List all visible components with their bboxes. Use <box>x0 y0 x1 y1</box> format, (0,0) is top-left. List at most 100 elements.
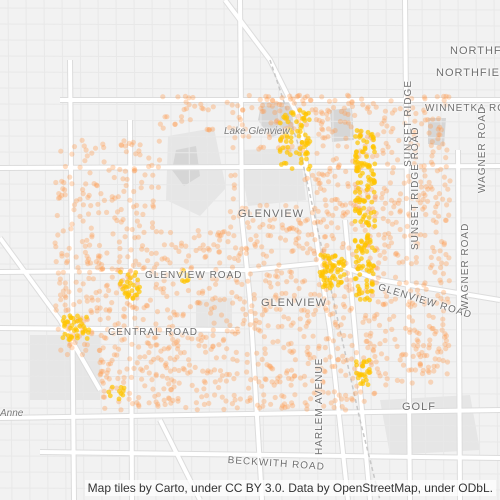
address-point <box>231 392 237 398</box>
address-point <box>284 368 290 374</box>
address-point <box>346 287 352 293</box>
address-point <box>97 288 103 294</box>
address-point <box>335 324 341 330</box>
address-point <box>364 106 370 112</box>
address-point <box>305 232 311 238</box>
address-point <box>97 372 103 378</box>
address-point <box>354 149 359 155</box>
address-point <box>180 313 186 319</box>
address-point <box>186 362 193 368</box>
address-point <box>422 232 428 238</box>
address-point <box>274 379 280 385</box>
address-point <box>366 370 372 376</box>
address-point <box>89 297 95 303</box>
address-point <box>397 209 403 215</box>
address-point <box>381 271 387 277</box>
address-point <box>132 167 138 173</box>
address-point <box>428 379 434 385</box>
address-point <box>89 232 95 238</box>
address-point <box>370 171 376 177</box>
address-point <box>273 119 279 125</box>
address-point <box>329 129 335 135</box>
address-point <box>305 151 310 156</box>
address-point <box>408 261 414 267</box>
address-point <box>340 241 346 247</box>
address-point <box>281 345 287 351</box>
address-point <box>289 248 295 254</box>
address-point <box>229 401 235 407</box>
address-point <box>139 376 145 382</box>
address-point <box>433 194 439 200</box>
address-point <box>421 167 427 173</box>
address-point <box>172 312 178 318</box>
address-point <box>178 240 185 246</box>
address-point <box>438 295 444 301</box>
address-point <box>161 386 167 392</box>
address-point <box>432 331 438 337</box>
address-point <box>134 292 140 298</box>
address-point <box>265 323 271 329</box>
address-point <box>307 97 314 103</box>
address-point <box>358 128 364 134</box>
address-point <box>118 407 124 413</box>
address-point <box>131 204 137 210</box>
address-point <box>330 157 336 163</box>
address-point <box>106 308 112 314</box>
address-point <box>181 268 187 274</box>
address-point <box>235 257 241 263</box>
address-point <box>89 150 95 156</box>
address-point <box>259 312 265 318</box>
address-point <box>266 223 272 229</box>
address-point <box>354 383 360 389</box>
address-point <box>345 92 351 98</box>
address-point <box>332 196 338 202</box>
address-point <box>339 396 345 402</box>
address-point <box>370 153 376 160</box>
address-point <box>368 288 374 294</box>
address-point <box>430 314 436 320</box>
address-point <box>183 243 189 249</box>
address-point <box>358 180 364 186</box>
address-point <box>187 304 193 310</box>
address-point <box>94 305 100 311</box>
address-point <box>259 356 265 362</box>
address-point <box>414 232 420 238</box>
label-northfield: NORTHFIELD <box>436 67 500 79</box>
address-point <box>97 253 103 259</box>
address-point <box>396 197 402 203</box>
address-point <box>195 299 202 305</box>
address-point <box>330 105 337 111</box>
address-point <box>374 366 380 372</box>
address-point <box>247 322 253 328</box>
address-point <box>72 340 78 346</box>
address-point <box>313 176 319 182</box>
address-point <box>375 132 381 138</box>
address-point <box>375 275 381 281</box>
address-point <box>335 267 341 273</box>
label-golf: GOLF <box>402 401 436 413</box>
address-point <box>122 143 128 149</box>
address-point <box>320 217 327 223</box>
address-point <box>82 158 88 164</box>
address-point <box>259 244 265 250</box>
address-point <box>403 352 409 358</box>
address-point <box>164 272 170 278</box>
address-point <box>268 120 274 126</box>
address-point <box>263 93 269 99</box>
address-point <box>355 140 360 146</box>
address-point <box>98 368 104 374</box>
address-point <box>336 279 341 285</box>
address-point <box>129 142 135 148</box>
address-point <box>186 357 192 363</box>
address-point <box>400 351 406 357</box>
address-point <box>343 168 349 175</box>
address-point <box>69 345 75 351</box>
address-point <box>381 118 387 124</box>
address-point <box>350 375 356 381</box>
address-point <box>274 274 280 280</box>
address-point <box>239 281 245 287</box>
address-point <box>174 290 180 296</box>
address-point <box>290 226 296 232</box>
address-point <box>196 290 202 296</box>
